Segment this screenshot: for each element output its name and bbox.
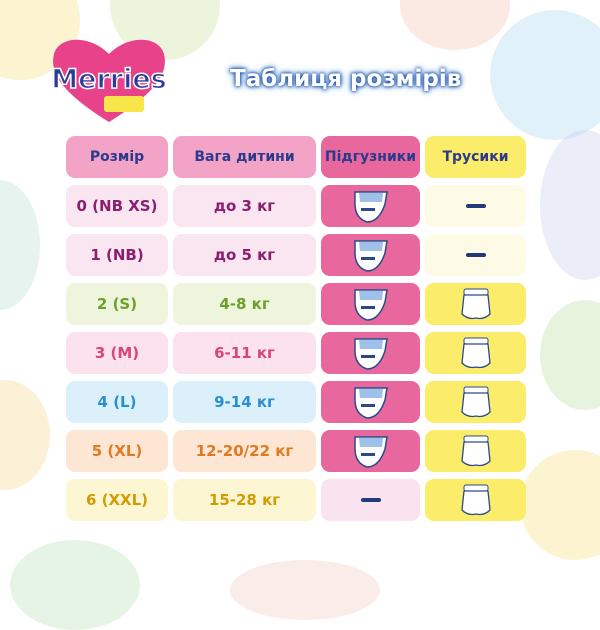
weight-cell: 9-14 кг: [173, 381, 316, 423]
diaper-cell: [321, 381, 420, 423]
diaper-cell: [321, 185, 420, 227]
weight-cell: до 5 кг: [173, 234, 316, 276]
merries-logo: Merries: [44, 34, 174, 124]
size-cell: 1 (NB): [66, 234, 168, 276]
dash-icon: [465, 253, 486, 257]
weight-cell: 6-11 кг: [173, 332, 316, 374]
decor-circle: [540, 130, 600, 280]
decor-circle: [230, 560, 380, 620]
size-table: Розмір Вага дитини Підгузники Трусики 0 …: [66, 136, 526, 521]
decor-circle: [10, 540, 140, 630]
svg-text:Merries: Merries: [51, 64, 166, 95]
diaper-icon: [349, 384, 393, 420]
pants-cell: [425, 283, 526, 325]
diaper-cell: [321, 234, 420, 276]
decor-circle: [490, 10, 600, 140]
diaper-cell: [321, 332, 420, 374]
dash-icon: [360, 498, 381, 502]
header-diapers: Підгузники: [321, 136, 420, 178]
pants-cell: [425, 332, 526, 374]
size-cell: 2 (S): [66, 283, 168, 325]
pants-icon: [458, 335, 494, 371]
diaper-icon: [349, 433, 393, 469]
pants-cell: [425, 381, 526, 423]
header-weight: Вага дитини: [173, 136, 316, 178]
weight-cell: 15-28 кг: [173, 479, 316, 521]
decor-circle: [520, 450, 600, 560]
size-cell: 4 (L): [66, 381, 168, 423]
decor-circle: [0, 380, 50, 490]
pants-icon: [458, 482, 494, 518]
pants-icon: [458, 286, 494, 322]
decor-circle: [540, 300, 600, 410]
size-cell: 5 (XL): [66, 430, 168, 472]
diaper-cell: [321, 430, 420, 472]
header-size: Розмір: [66, 136, 168, 178]
pants-icon: [458, 384, 494, 420]
diaper-icon: [349, 335, 393, 371]
size-cell: 0 (NB XS): [66, 185, 168, 227]
decor-circle: [400, 0, 510, 50]
pants-cell: [425, 234, 526, 276]
size-cell: 3 (M): [66, 332, 168, 374]
dash-icon: [465, 204, 486, 208]
pants-cell: [425, 479, 526, 521]
diaper-cell: [321, 479, 420, 521]
weight-cell: до 3 кг: [173, 185, 316, 227]
pants-icon: [458, 433, 494, 469]
pants-cell: [425, 185, 526, 227]
diaper-icon: [349, 286, 393, 322]
diaper-cell: [321, 283, 420, 325]
diaper-icon: [349, 188, 393, 224]
weight-cell: 4-8 кг: [173, 283, 316, 325]
weight-cell: 12-20/22 кг: [173, 430, 316, 472]
size-cell: 6 (XXL): [66, 479, 168, 521]
header-pants: Трусики: [425, 136, 526, 178]
decor-circle: [0, 180, 40, 310]
diaper-icon: [349, 237, 393, 273]
pants-cell: [425, 430, 526, 472]
page-title: Таблиця розмірів: [230, 66, 462, 92]
